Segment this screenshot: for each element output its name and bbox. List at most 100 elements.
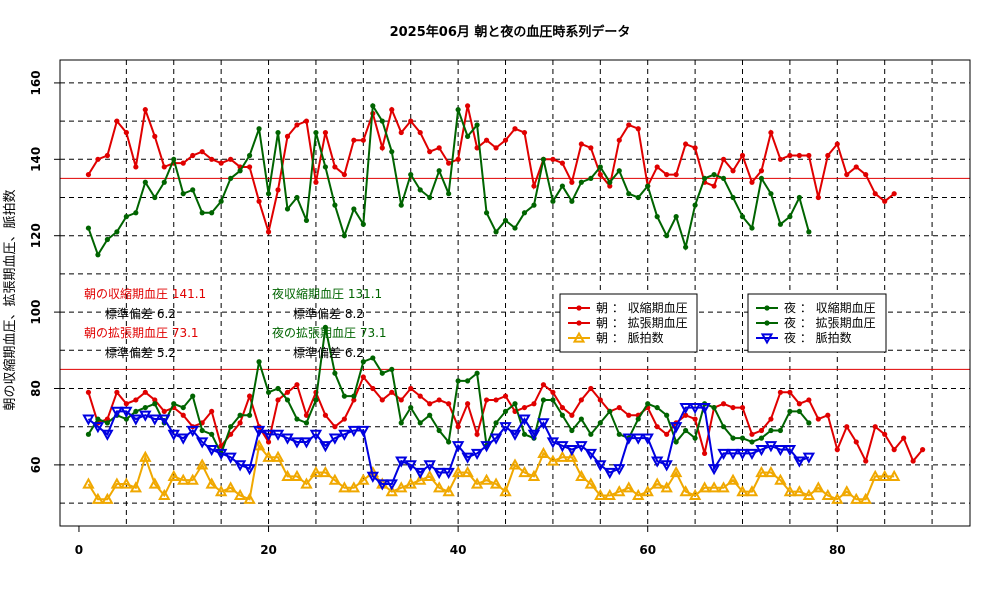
data-point — [461, 465, 474, 478]
data-point — [755, 445, 768, 457]
data-point — [104, 416, 110, 422]
data-point — [294, 122, 300, 128]
data-point — [825, 152, 831, 159]
plot-frame — [59, 59, 971, 527]
data-point — [660, 481, 673, 493]
data-point — [688, 402, 702, 415]
data-point — [265, 389, 272, 395]
data-point — [414, 473, 427, 485]
data-point — [347, 425, 361, 438]
data-point — [417, 187, 423, 193]
data-point — [635, 416, 641, 422]
data-point — [246, 412, 253, 418]
data-point — [379, 397, 385, 403]
data-point — [878, 469, 891, 481]
data-point — [123, 129, 129, 136]
data-point — [720, 424, 727, 430]
data-point — [142, 107, 148, 113]
data-point — [749, 179, 755, 185]
data-point — [673, 439, 679, 445]
data-point — [730, 194, 736, 201]
data-point — [787, 214, 793, 220]
data-point — [569, 412, 575, 418]
data-point — [199, 427, 205, 434]
data-point — [527, 469, 541, 481]
data-point — [768, 191, 774, 197]
data-point — [446, 160, 452, 166]
data-point — [341, 171, 347, 178]
data-point — [351, 393, 357, 399]
data-point — [180, 191, 186, 197]
data-point — [228, 156, 234, 162]
x-tick-label: 20 — [260, 543, 277, 557]
data-point — [133, 408, 139, 415]
y-tick-label: 60 — [29, 457, 43, 474]
data-point — [812, 481, 825, 493]
data-point — [199, 149, 205, 155]
data-point — [607, 179, 613, 185]
data-point — [338, 481, 351, 493]
data-point — [891, 447, 897, 453]
data-point — [730, 168, 736, 174]
data-point — [575, 469, 588, 481]
data-point — [398, 129, 404, 136]
data-point — [559, 412, 565, 418]
data-point — [821, 488, 835, 501]
evening-dia-mean: 夜の拡張期血圧 73.1 — [272, 325, 387, 340]
data-point — [774, 473, 787, 485]
data-point — [869, 469, 882, 481]
data-point — [332, 370, 338, 376]
data-point — [427, 194, 433, 201]
data-point — [613, 485, 626, 497]
data-point — [556, 450, 569, 462]
data-point — [209, 210, 215, 216]
data-point — [171, 401, 177, 407]
data-point — [195, 437, 209, 449]
evening-sys-mean: 夜収縮期血圧 131.1 — [272, 286, 382, 301]
data-point — [768, 427, 774, 434]
data-point — [152, 397, 158, 403]
data-point — [85, 171, 92, 178]
legend-label: 夜 ： 脈拍数 — [784, 330, 852, 345]
data-point — [328, 473, 342, 485]
data-point — [322, 412, 329, 418]
data-point — [303, 412, 310, 418]
data-point — [218, 160, 224, 166]
data-point — [720, 175, 727, 182]
legend-marker — [576, 320, 582, 326]
data-point — [246, 164, 253, 170]
data-point — [224, 452, 237, 464]
data-point — [385, 485, 398, 497]
data-point — [683, 412, 689, 418]
data-point — [537, 446, 550, 459]
data-point — [635, 194, 641, 201]
data-point — [787, 389, 793, 395]
data-point — [370, 385, 376, 392]
data-point — [455, 378, 461, 384]
data-point — [882, 198, 888, 204]
data-point — [834, 447, 840, 453]
data-point — [228, 424, 234, 430]
data-point — [493, 397, 499, 403]
data-point — [664, 233, 670, 239]
data-point — [110, 477, 124, 489]
legend-item: 夜 ： 拡張期血圧 — [756, 315, 876, 330]
data-point — [142, 389, 148, 395]
data-point — [584, 477, 598, 489]
data-point — [489, 433, 503, 445]
data-point — [512, 225, 518, 231]
data-point — [489, 477, 503, 489]
data-point — [455, 424, 461, 430]
data-point — [483, 137, 490, 143]
data-point — [787, 152, 793, 159]
data-point — [281, 469, 294, 481]
data-point — [531, 401, 537, 407]
data-point — [863, 171, 869, 178]
data-point — [129, 481, 143, 493]
data-point — [796, 408, 802, 415]
data-point — [603, 467, 616, 480]
data-point — [739, 435, 746, 441]
data-point — [294, 382, 300, 388]
data-point — [872, 191, 878, 197]
data-point — [594, 488, 607, 501]
